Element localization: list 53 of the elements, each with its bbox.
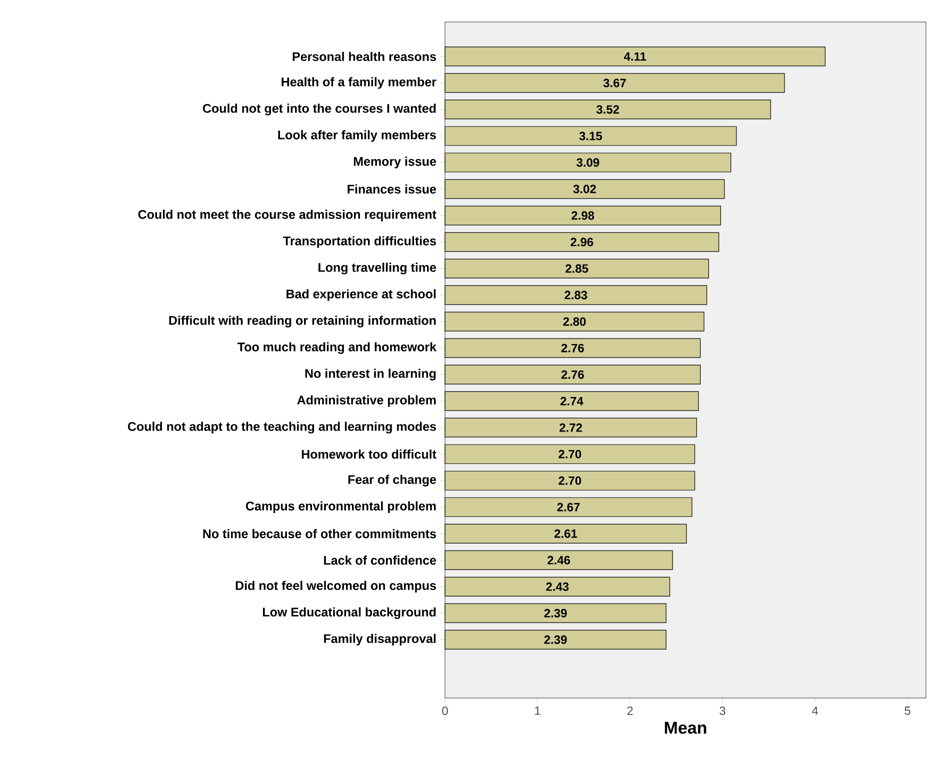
data-label: 2.70 [558, 450, 582, 458]
x-tick-label: 3 [720, 706, 726, 716]
data-label: 2.70 [558, 476, 582, 485]
data-label: 2.76 [561, 370, 584, 379]
data-label: 2.85 [566, 264, 588, 273]
data-label: 2.72 [560, 423, 582, 432]
y-tick-label: No interest in learning [305, 368, 436, 380]
x-axis-title: Mean [664, 722, 706, 734]
x-tick-label: 4 [812, 706, 818, 715]
data-label: 2.67 [557, 502, 580, 512]
x-tick-label: 2 [627, 706, 633, 715]
data-label: 2.80 [563, 317, 586, 326]
data-label: 2.76 [561, 344, 584, 352]
y-tick-label: Health of a family member [282, 77, 436, 89]
y-tick-label: Did not feel welcomed on campus [236, 580, 436, 592]
y-tick-label: Difficult with reading or retaining information [169, 316, 436, 328]
data-label: 3.09 [576, 158, 600, 167]
data-label: 3.67 [603, 78, 626, 88]
data-label: 4.11 [624, 52, 646, 61]
data-label: 2.74 [560, 396, 584, 406]
x-tick-label: 0 [442, 706, 448, 716]
y-tick-label: No time because of other commitments [203, 529, 436, 538]
y-tick-label: Look after family members [278, 130, 436, 142]
y-tick-label: Family disapproval [324, 634, 436, 646]
data-label: 2.39 [544, 608, 567, 618]
y-tick-label: Low Educational background [262, 607, 436, 620]
data-label: 3.15 [579, 132, 602, 140]
data-label: 2.46 [548, 556, 570, 564]
data-label: 2.83 [564, 290, 588, 300]
y-tick-label: Could not meet the course admission requirement [138, 210, 436, 222]
y-tick-label: Could not get into the courses I wanted [202, 104, 436, 116]
x-tick-label: 1 [535, 706, 540, 715]
y-tick-label: Finances issue [348, 184, 436, 194]
data-label: 3.52 [596, 105, 619, 114]
y-tick-label: Too much reading and homework [238, 342, 436, 354]
y-tick-label: Memory issue [354, 156, 436, 168]
data-label: 2.39 [544, 635, 567, 644]
data-label: 3.02 [573, 184, 596, 194]
y-tick-label: Long travelling time [318, 262, 436, 274]
y-tick-label: Homework too difficult [302, 450, 436, 459]
data-label: 2.96 [570, 238, 594, 246]
y-tick-label: Bad experience at school [286, 289, 436, 301]
y-tick-label: Administrative problem [297, 395, 436, 407]
y-tick-label: Campus environmental problem [246, 501, 436, 513]
y-tick-label: Could not adapt to the teaching and learning modes [128, 422, 436, 434]
y-tick-label: Fear of change [348, 474, 436, 486]
y-tick-label: Transportation difficulties [283, 236, 436, 248]
y-tick-label: Personal health reasons [292, 52, 436, 62]
x-tick-label: 5 [904, 706, 910, 715]
data-label: 2.43 [546, 582, 569, 591]
data-label: 2.98 [572, 211, 594, 220]
data-label: 2.61 [554, 529, 578, 538]
y-tick-label: Lack of confidence [324, 556, 436, 565]
